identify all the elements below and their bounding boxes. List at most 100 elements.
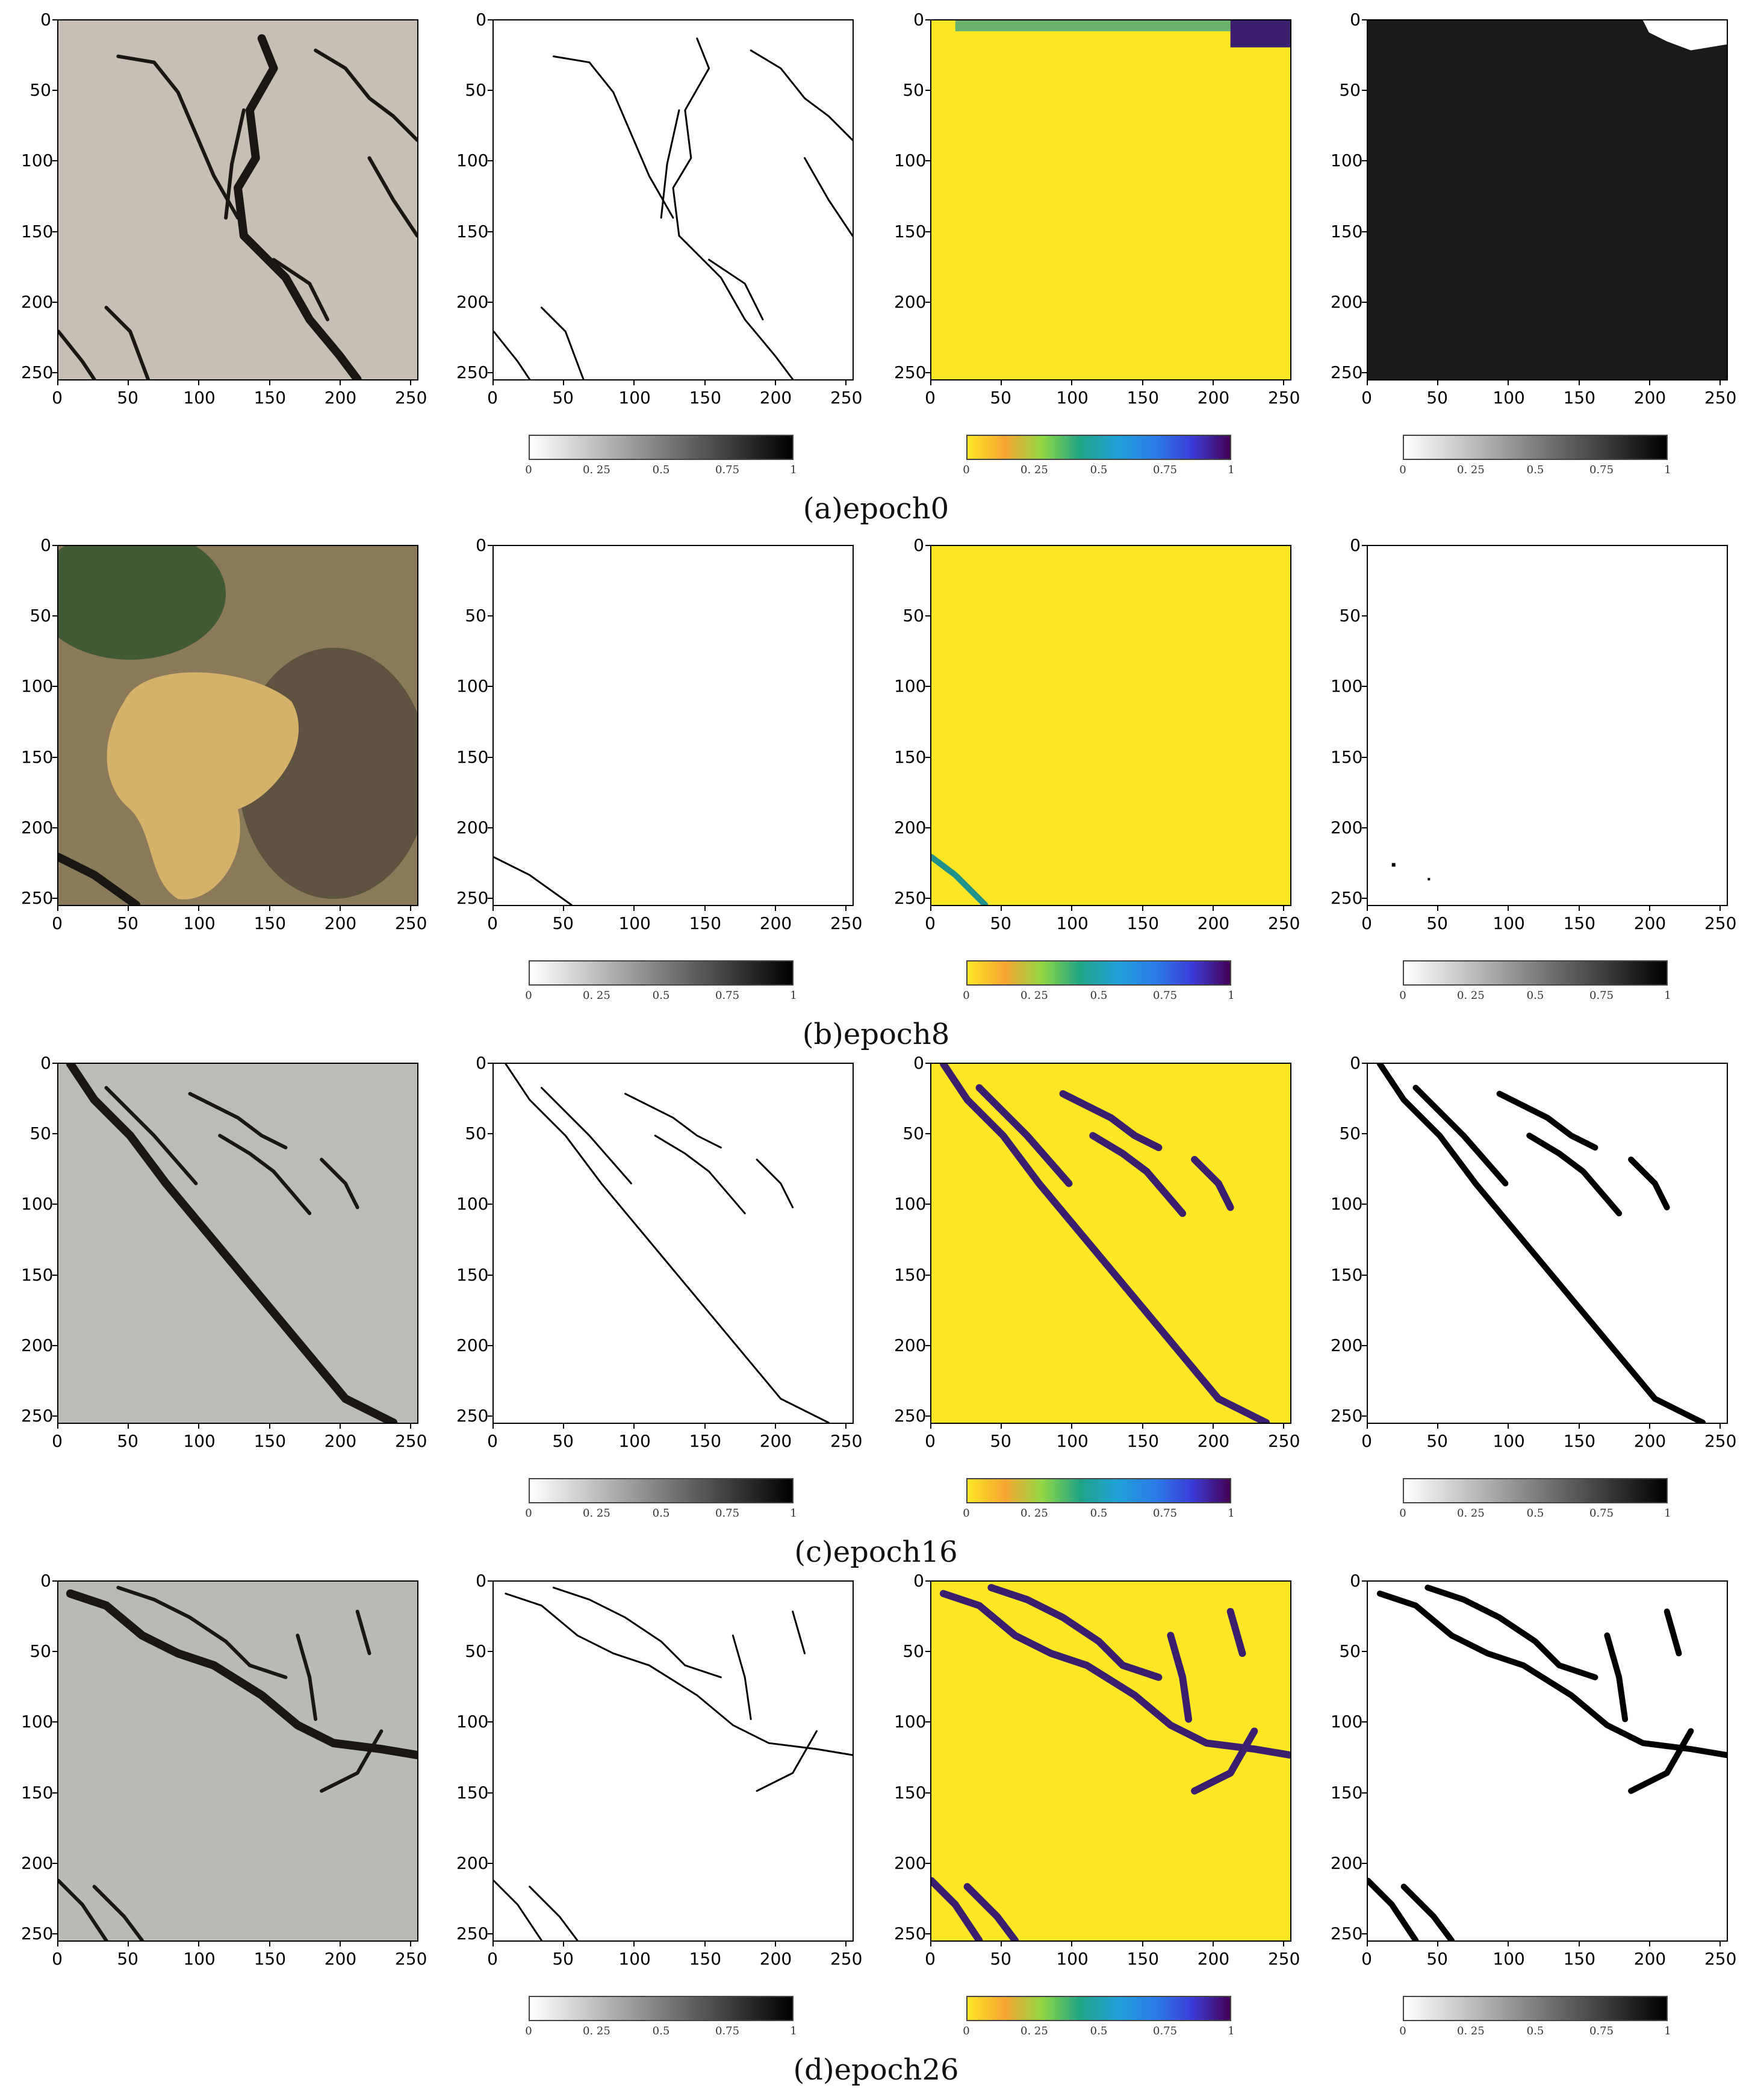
y-tick [1362, 615, 1367, 617]
predicted-region [963, 1883, 1019, 1940]
sand-patch [107, 672, 299, 899]
colorbar-tick-label: 0.75 [1153, 989, 1178, 1002]
x-tick [930, 1942, 931, 1946]
predicted-region [1059, 1090, 1163, 1152]
x-tick [563, 1942, 565, 1946]
panel-background [1368, 1582, 1727, 1940]
colorbar-tick-label: 0.5 [1090, 989, 1108, 1002]
y-tick-label: 0 [913, 1053, 924, 1073]
y-tick-label: 150 [21, 1782, 54, 1803]
y-tick-label: 150 [894, 1264, 927, 1285]
predicted-region [931, 854, 989, 905]
mask-region [1628, 1728, 1694, 1794]
y-tick [925, 90, 930, 92]
y-tick-label: 100 [21, 1194, 54, 1214]
y-tick [1362, 1274, 1367, 1276]
y-tick-label: 250 [21, 887, 54, 908]
x-tick-label: 0 [1361, 1431, 1372, 1451]
y-tick-label: 250 [894, 1405, 927, 1426]
crack-line [672, 37, 794, 379]
y-tick [925, 1792, 930, 1794]
mask-region [1412, 1084, 1509, 1187]
y-tick [488, 231, 492, 232]
y-tick [488, 19, 492, 20]
colorbar-tick-label: 0.5 [652, 1507, 670, 1520]
binary-mask-panel [1367, 1580, 1728, 1942]
y-tick-label: 250 [21, 1405, 54, 1426]
x-tick [1508, 1424, 1509, 1429]
y-tick [488, 545, 492, 546]
crack-line [624, 1093, 722, 1149]
y-tick [925, 1344, 930, 1346]
x-tick-label: 100 [618, 1949, 651, 1969]
y-tick-label: 200 [894, 1335, 927, 1355]
x-tick [1282, 906, 1284, 911]
y-tick-label: 50 [465, 1123, 486, 1144]
x-tick-label: 0 [52, 388, 63, 408]
y-tick [925, 1063, 930, 1064]
y-tick-label: 50 [902, 1123, 924, 1144]
x-tick-label: 50 [1426, 1949, 1448, 1969]
x-tick [1282, 381, 1284, 385]
y-tick-label: 100 [894, 676, 927, 697]
y-tick-label: 200 [456, 1335, 489, 1355]
colorbar-tick-label: 0.5 [1090, 464, 1108, 476]
y-tick [52, 615, 57, 617]
crack [320, 1157, 359, 1210]
crack-line [494, 331, 531, 379]
y-tick [1362, 827, 1367, 828]
y-tick-label: 200 [456, 291, 489, 312]
binary-mask-panel [1367, 19, 1728, 381]
y-tick [1362, 1933, 1367, 1934]
colorbar-tick-label: 0.75 [715, 1507, 740, 1520]
colorbar-gray [529, 1478, 794, 1503]
x-tick-label: 100 [183, 1431, 216, 1451]
crack-line [540, 1087, 632, 1185]
crack [272, 258, 329, 322]
mask-region [1368, 1877, 1419, 1940]
y-tick [925, 686, 930, 688]
x-tick [128, 1424, 129, 1429]
colorbar-tick-label: 0 [963, 989, 970, 1002]
crack [116, 54, 240, 220]
x-tick-label: 150 [253, 1949, 287, 1969]
y-tick [1362, 1415, 1367, 1417]
y-tick [925, 827, 930, 828]
x-tick-label: 50 [1426, 913, 1448, 933]
colorbar-tick-label: 1 [1228, 464, 1235, 476]
y-tick-label: 50 [1339, 1641, 1361, 1662]
y-tick [488, 1651, 492, 1653]
crack [116, 1585, 288, 1679]
y-tick [1362, 1344, 1367, 1346]
x-tick-label: 100 [1493, 388, 1525, 408]
x-tick-label: 0 [52, 913, 63, 933]
colorbar-tick-label: 1 [1228, 1507, 1235, 1520]
x-tick-label: 200 [324, 1949, 357, 1969]
y-tick-label: 50 [30, 1123, 51, 1144]
x-tick [1071, 906, 1073, 911]
colorbar-tick-label: 0. 25 [1020, 989, 1048, 1002]
x-tick [1001, 1942, 1002, 1946]
crack [66, 1589, 417, 1760]
y-tick-label: 250 [21, 1923, 54, 1943]
y-tick [1362, 1063, 1367, 1064]
x-tick-label: 50 [990, 388, 1011, 408]
crack-line [505, 1064, 830, 1423]
x-tick [1282, 1424, 1284, 1429]
y-tick-label: 100 [1331, 1194, 1363, 1214]
x-tick-label: 250 [1267, 388, 1300, 408]
x-tick-label: 250 [830, 1949, 863, 1969]
x-tick-label: 250 [830, 1431, 863, 1451]
colorbar-tick-label: 0 [525, 464, 532, 476]
colorbar-tick-label: 0. 25 [1457, 464, 1485, 476]
colorbar-tick-label: 0.75 [715, 989, 740, 1002]
crack-line [552, 1586, 722, 1679]
x-tick [409, 906, 411, 911]
mask-dot [1391, 863, 1396, 867]
x-tick [128, 906, 129, 911]
x-tick-label: 200 [1197, 913, 1230, 933]
x-tick-label: 50 [1426, 388, 1448, 408]
x-tick [774, 906, 776, 911]
x-tick [1071, 381, 1073, 385]
x-tick-label: 250 [394, 1431, 427, 1451]
